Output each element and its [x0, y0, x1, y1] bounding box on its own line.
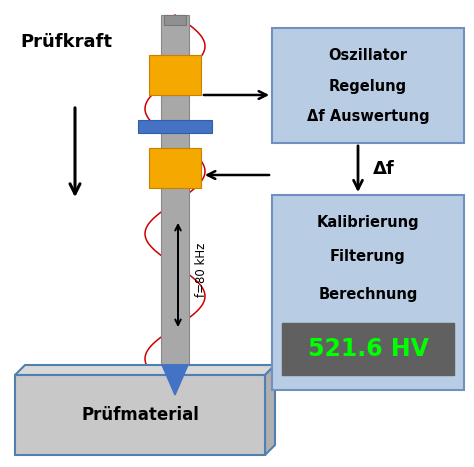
Text: Δf: Δf — [373, 160, 395, 178]
Text: Kalibrierung: Kalibrierung — [317, 215, 419, 231]
Text: Oszillator: Oszillator — [328, 49, 408, 64]
Text: 521.6 HV: 521.6 HV — [308, 337, 428, 361]
Bar — [282, 323, 454, 375]
Text: Berechnung: Berechnung — [319, 288, 418, 303]
Polygon shape — [265, 365, 275, 455]
Text: Prüfmaterial: Prüfmaterial — [81, 406, 199, 424]
Bar — [149, 148, 201, 188]
Bar — [161, 15, 189, 365]
Polygon shape — [15, 365, 275, 375]
Text: Δf Auswertung: Δf Auswertung — [307, 108, 429, 123]
Bar — [149, 55, 201, 95]
Polygon shape — [162, 365, 188, 395]
Bar — [272, 28, 464, 143]
Text: Regelung: Regelung — [329, 78, 407, 93]
Text: Filterung: Filterung — [330, 249, 406, 264]
Bar — [272, 195, 464, 390]
Text: f=80 kHz: f=80 kHz — [195, 243, 208, 297]
Bar — [15, 375, 265, 455]
Bar — [164, 15, 186, 25]
Text: Prüfkraft: Prüfkraft — [20, 33, 112, 51]
Bar — [138, 120, 212, 133]
